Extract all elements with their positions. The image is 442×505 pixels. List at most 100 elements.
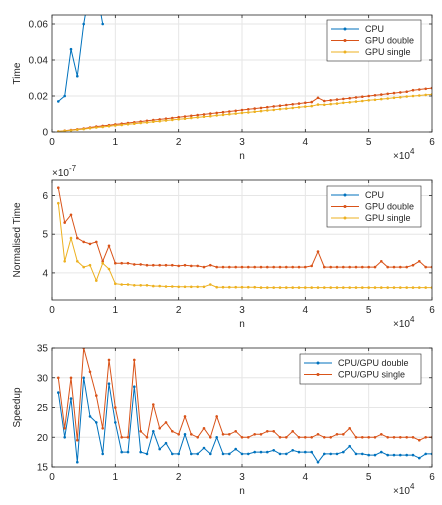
data-point xyxy=(190,116,193,120)
data-point xyxy=(164,285,168,288)
data-point xyxy=(304,436,307,439)
data-point xyxy=(57,376,60,380)
data-point xyxy=(215,265,218,269)
y-tick-label: 35 xyxy=(37,344,49,355)
data-point xyxy=(411,94,415,98)
data-point xyxy=(158,263,161,267)
data-point xyxy=(329,102,333,106)
data-point xyxy=(247,111,250,114)
data-point xyxy=(329,436,333,439)
data-point xyxy=(221,433,225,436)
data-point xyxy=(399,436,402,439)
data-point xyxy=(145,284,149,287)
data-point xyxy=(76,260,79,263)
data-point xyxy=(209,283,212,286)
data-point xyxy=(202,113,206,116)
data-point xyxy=(177,433,180,436)
data-point xyxy=(133,122,136,125)
data-point xyxy=(139,263,142,266)
data-point xyxy=(228,110,231,113)
data-point xyxy=(126,450,130,454)
data-point xyxy=(304,450,307,454)
series-line xyxy=(57,15,104,102)
data-point xyxy=(164,117,168,120)
data-point xyxy=(329,286,333,289)
data-point xyxy=(95,126,98,129)
data-point xyxy=(266,430,269,433)
data-point xyxy=(392,453,396,457)
data-point xyxy=(323,436,326,439)
data-point xyxy=(399,453,402,457)
data-point xyxy=(310,286,314,289)
data-point xyxy=(126,283,130,286)
x-tick-label: 6 xyxy=(429,137,435,148)
data-point xyxy=(101,22,104,26)
data-point xyxy=(373,94,377,97)
data-point xyxy=(342,101,345,105)
y-tick-label: 0.06 xyxy=(29,20,49,31)
data-point xyxy=(316,103,320,106)
data-point xyxy=(95,240,98,244)
series-2 xyxy=(57,348,432,442)
data-point xyxy=(380,93,383,96)
data-point xyxy=(234,285,237,289)
data-point xyxy=(152,284,155,288)
data-point xyxy=(386,453,390,457)
x-multiplier-base: ×10 xyxy=(393,486,410,497)
data-point xyxy=(196,452,199,456)
data-point xyxy=(190,285,193,289)
data-point xyxy=(234,109,237,113)
x-axis-label: n xyxy=(239,319,245,330)
data-point xyxy=(418,260,421,263)
data-point xyxy=(177,115,180,119)
data-point xyxy=(266,286,269,289)
x-axis-label: n xyxy=(239,486,245,497)
data-point xyxy=(82,265,85,269)
data-point xyxy=(418,286,421,289)
data-point xyxy=(183,115,187,118)
legend-swatch-marker xyxy=(343,50,347,54)
data-point xyxy=(392,265,396,269)
data-point xyxy=(259,286,263,289)
legend-label: CPU xyxy=(365,24,384,34)
series-1 xyxy=(57,15,104,103)
data-point xyxy=(247,452,250,456)
data-point xyxy=(171,452,174,456)
data-point xyxy=(76,438,79,442)
data-point xyxy=(373,98,377,102)
legend-box xyxy=(299,353,422,385)
y-tick-label: 25 xyxy=(37,403,49,414)
data-point xyxy=(247,108,250,111)
data-point xyxy=(399,96,402,99)
series-3 xyxy=(57,93,432,132)
data-point xyxy=(196,436,199,439)
data-point xyxy=(367,99,371,102)
data-point xyxy=(310,450,314,454)
y-tick-label: 5 xyxy=(42,230,48,241)
data-point xyxy=(411,436,415,439)
data-point xyxy=(139,284,142,287)
legend-swatch-marker xyxy=(343,27,347,31)
data-point xyxy=(342,286,345,289)
data-point xyxy=(253,107,256,110)
data-point xyxy=(107,382,111,386)
data-point xyxy=(63,427,66,430)
data-point xyxy=(228,452,231,456)
data-point xyxy=(69,397,73,400)
data-point xyxy=(234,112,237,115)
data-point xyxy=(392,286,396,289)
data-point xyxy=(253,265,256,269)
x-tick-label: 0 xyxy=(49,137,55,148)
data-point xyxy=(354,452,358,456)
data-point xyxy=(247,436,250,439)
data-point xyxy=(392,436,396,439)
data-point xyxy=(380,286,383,289)
data-point xyxy=(126,261,130,265)
data-point xyxy=(209,452,212,456)
data-point xyxy=(196,285,199,289)
data-point xyxy=(348,96,352,100)
data-point xyxy=(329,99,333,102)
